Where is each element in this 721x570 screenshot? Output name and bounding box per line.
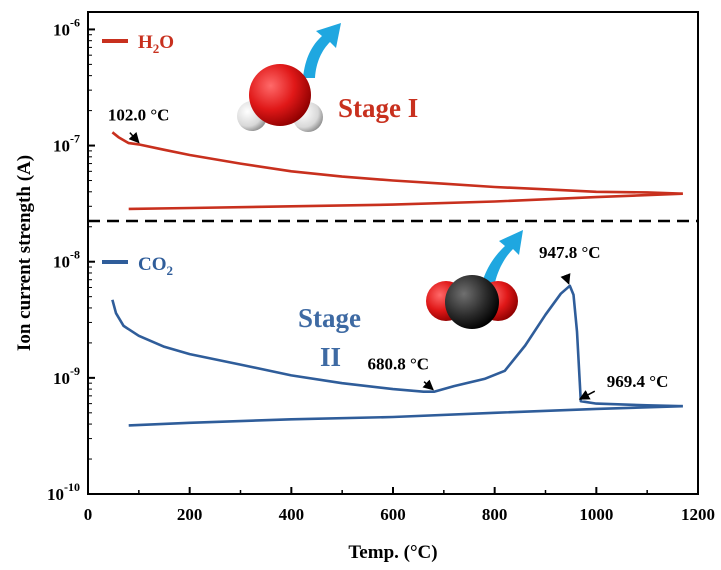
x-tick-label: 1200 xyxy=(681,505,715,524)
y-tick-label: 10-8 xyxy=(53,248,80,272)
series-h2o-heating-line xyxy=(111,131,683,195)
y-axis: 10-6 10-7 10-8 10-9 10-10 xyxy=(47,15,95,504)
annotation-label: 969.4 °C xyxy=(607,372,669,391)
series-layer xyxy=(111,131,683,427)
x-tick-label: 400 xyxy=(279,505,305,524)
svg-text:CO2: CO2 xyxy=(138,254,173,278)
co2-molecule-icon xyxy=(426,230,523,329)
x-tick-label: 600 xyxy=(380,505,406,524)
legend-h2o-base: H xyxy=(138,32,153,53)
series-co2-heating-line xyxy=(111,284,683,408)
annotation-arrow xyxy=(578,390,596,400)
y-tick-label: 10-7 xyxy=(53,132,80,156)
x-axis: 0 200 400 600 800 1000 1200 xyxy=(84,487,715,524)
x-axis-title: Temp. (°C) xyxy=(348,542,437,563)
legend-h2o: H2O xyxy=(102,32,174,56)
legend-co2: CO2 xyxy=(102,254,173,278)
legend-co2-sub: 2 xyxy=(167,263,174,278)
water-molecule-icon xyxy=(237,23,341,132)
y-tick-label: 10-10 xyxy=(47,480,80,504)
water-arrow-icon xyxy=(303,23,341,78)
annotation-arrow xyxy=(560,273,571,285)
legend-h2o-tail: O xyxy=(159,32,174,53)
annotations: 102.0 °C 680.8 °C 947.8 °C 969.4 °C xyxy=(108,106,669,400)
co2-arrow-icon xyxy=(480,230,523,294)
legend-co2-base: CO xyxy=(138,254,167,275)
series-h2o-cooling-line xyxy=(128,192,683,211)
y-axis-title: Ion current strength (A) xyxy=(14,155,35,351)
x-tick-label: 200 xyxy=(177,505,203,524)
series-co2-cooling-line xyxy=(128,404,683,427)
stage-2-label-line1: Stage xyxy=(298,303,361,333)
x-tick-label: 800 xyxy=(482,505,508,524)
stage-2-label-line2: II xyxy=(320,342,341,372)
y-tick-label: 10-9 xyxy=(53,364,80,388)
annotation-arrow xyxy=(128,132,140,144)
annotation-label: 680.8 °C xyxy=(367,355,429,374)
plot-frame xyxy=(87,11,699,495)
stage-1-label: Stage I xyxy=(338,93,418,123)
svg-text:H2O: H2O xyxy=(138,32,174,56)
x-tick-label: 0 xyxy=(84,505,93,524)
annotation-arrow xyxy=(422,379,434,391)
annotation-label: 947.8 °C xyxy=(539,243,601,262)
annotation-label: 102.0 °C xyxy=(108,106,170,125)
x-tick-label: 1000 xyxy=(579,505,613,524)
legend-h2o-sub: 2 xyxy=(153,41,160,56)
y-tick-label: 10-6 xyxy=(53,15,80,39)
